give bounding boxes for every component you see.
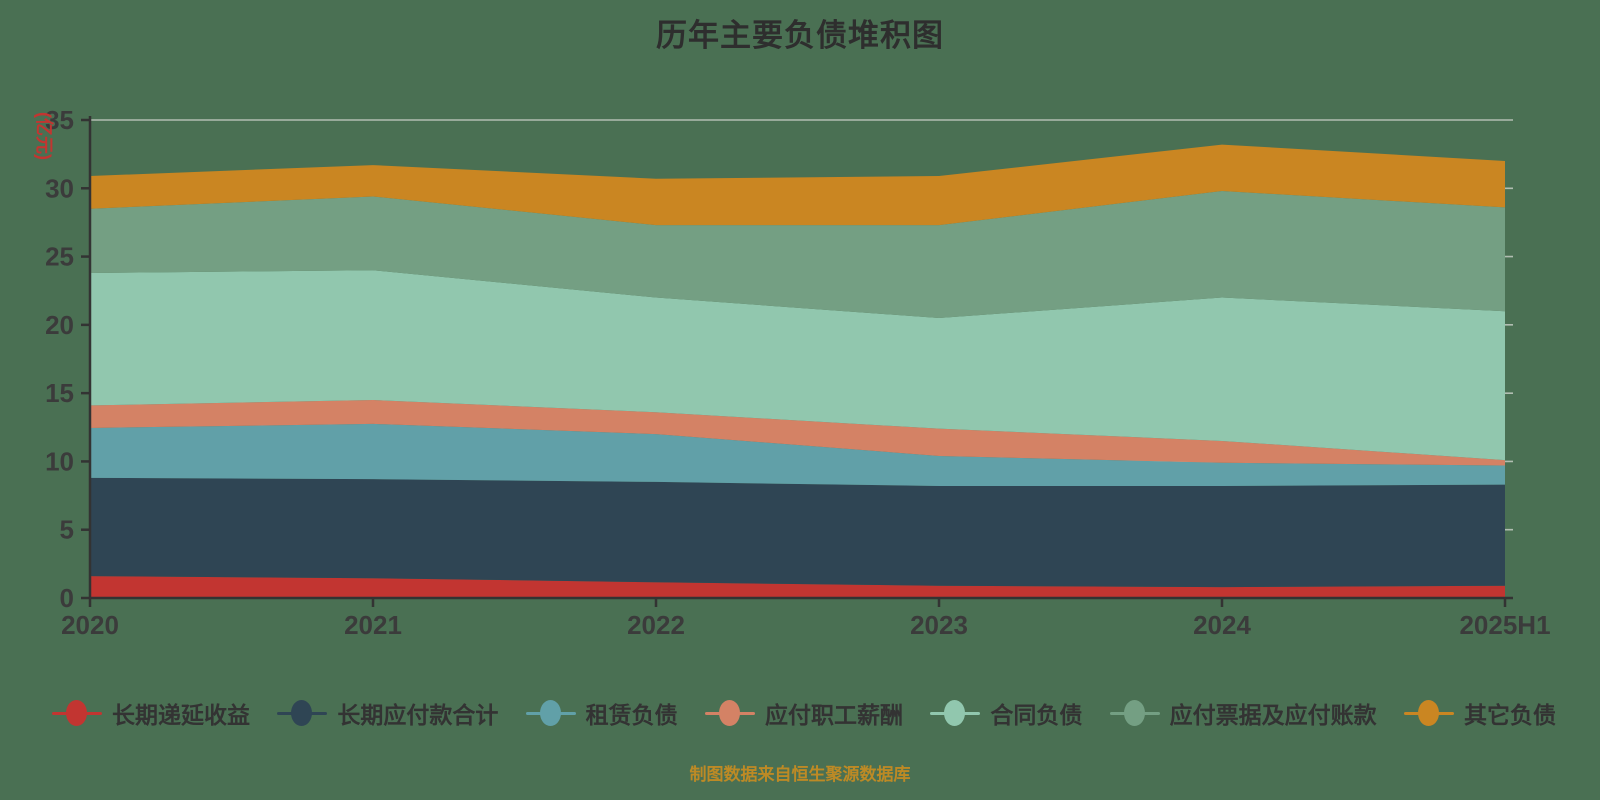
y-axis-tick-label: 10	[45, 446, 74, 476]
legend-marker-dot	[1123, 700, 1145, 726]
chart-title: 历年主要负债堆积图	[656, 18, 944, 53]
area-series-应付职工薪酬[interactable]	[90, 399, 1505, 466]
legend-item-应付职工薪酬[interactable]: 应付职工薪酬	[704, 696, 903, 730]
stacked-area-plot: 0 5 10 15 20 25 30 35 2020 2021 2022 2023 2024 2025H1…	[34, 105, 1551, 640]
x-axis-tick-label: 2023	[910, 610, 968, 640]
y-axis-tick-label: 20	[45, 310, 74, 340]
legend-label: 应付票据及应付账款	[1169, 702, 1377, 728]
y-axis-unit-label: (亿元)	[34, 112, 55, 160]
legend-line-dot-icon	[930, 699, 981, 727]
area-series-租赁负债[interactable]	[90, 423, 1505, 487]
legend-line-dot-icon	[1403, 699, 1454, 727]
legend-marker-dot	[66, 700, 87, 726]
legend-label: 长期递延收益	[112, 702, 250, 728]
legend-marker-dot	[944, 700, 966, 726]
legend-marker-dot	[291, 700, 313, 726]
area-series-应付票据及应付账款[interactable]	[90, 191, 1505, 319]
area-series-长期应付款合计[interactable]	[90, 477, 1505, 588]
legend-label: 租赁负债	[585, 702, 678, 728]
legend-label: 应付职工薪酬	[764, 702, 903, 728]
legend-line-dot-icon	[52, 699, 102, 727]
legend-line-dot-icon	[525, 699, 576, 727]
legend-item-合同负债[interactable]: 合同负债	[930, 696, 1082, 730]
y-axis-tick-label: 15	[45, 378, 74, 408]
area-series-其它负债[interactable]	[90, 144, 1505, 226]
legend: 长期递延收益 长期应付款合计 租赁负债 应付职工薪酬 合同负债 应付票据及应付账款 其它负债	[52, 696, 1556, 730]
area-series-长期递延收益[interactable]	[90, 576, 1505, 598]
y-axis-tick-label: 35	[45, 105, 74, 135]
data-source-note: 制图数据来自恒生聚源数据库	[689, 765, 911, 784]
legend-line-dot-icon	[277, 699, 328, 727]
legend-marker-dot	[539, 700, 561, 726]
legend-item-应付票据及应付账款[interactable]: 应付票据及应付账款	[1109, 696, 1377, 730]
legend-label: 其它负债	[1463, 702, 1556, 728]
legend-label: 长期应付款合计	[337, 702, 499, 728]
legend-item-长期应付款合计[interactable]: 长期应付款合计	[277, 696, 498, 730]
x-axis-tick-label: 2024	[1193, 610, 1251, 640]
legend-item-租赁负债[interactable]: 租赁负债	[525, 696, 678, 730]
legend-line-dot-icon	[704, 699, 755, 727]
x-axis-tick-label: 2022	[627, 610, 685, 640]
y-axis-tick-label: 25	[45, 242, 74, 272]
x-axis-tick-label: 2020	[61, 610, 119, 640]
y-axis-tick-label: 0	[60, 583, 74, 613]
x-axis-tick-label: 2021	[344, 610, 402, 640]
legend-item-长期递延收益[interactable]: 长期递延收益	[52, 696, 250, 730]
legend-marker-dot	[718, 700, 740, 726]
legend-line-dot-icon	[1109, 699, 1160, 727]
area-series-合同负债[interactable]	[90, 270, 1505, 461]
legend-item-其它负债[interactable]: 其它负债	[1403, 696, 1556, 730]
legend-label: 合同负债	[990, 702, 1083, 728]
x-axis-tick-label: 2025H1	[1459, 610, 1550, 640]
y-axis-tick-label: 5	[60, 515, 74, 545]
y-axis-tick-label: 30	[45, 173, 74, 203]
legend-marker-dot	[1417, 700, 1439, 726]
